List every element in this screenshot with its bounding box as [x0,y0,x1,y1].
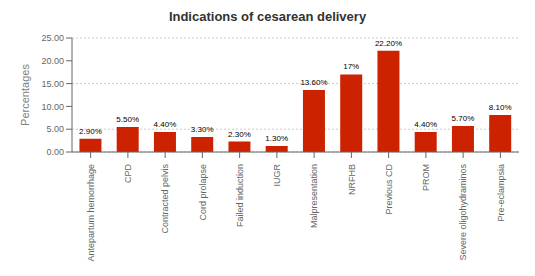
svg-text:Failed induction: Failed induction [235,164,245,227]
svg-text:4.40%: 4.40% [154,120,177,129]
svg-text:Severe oligohydraminos: Severe oligohydraminos [458,164,468,261]
svg-text:22.20%: 22.20% [375,39,402,48]
svg-text:Pre-eclampsia: Pre-eclampsia [496,164,506,222]
html-text:Indications of cesarean delive: Indications of cesarean delivery [168,9,367,24]
svg-text:1.30%: 1.30% [265,134,288,143]
svg-text:15.00: 15.00 [41,79,64,89]
svg-text:2.90%: 2.90% [79,127,102,136]
svg-text:Malpresentation: Malpresentation [309,164,319,228]
svg-text:17%: 17% [343,62,359,71]
svg-text:Antepartum hemorrhage: Antepartum hemorrhage [86,164,96,262]
svg-text:13.60%: 13.60% [300,78,327,87]
svg-text:Percentages: Percentages [19,64,31,126]
svg-text:Previous CD: Previous CD [384,164,394,215]
svg-text:25.00: 25.00 [41,33,64,43]
svg-text:8.10%: 8.10% [489,103,512,112]
svg-text:10.00: 10.00 [41,102,64,112]
svg-text:4.40%: 4.40% [414,120,437,129]
svg-text:3.30%: 3.30% [191,125,214,134]
svg-text:20.00: 20.00 [41,56,64,66]
svg-text:Cord prolapse: Cord prolapse [198,164,208,221]
svg-text:0.00: 0.00 [46,147,64,157]
svg-text:Contracted pelvis: Contracted pelvis [160,164,170,234]
svg-text:IUGR: IUGR [272,163,282,186]
svg-text:2.30%: 2.30% [228,130,251,139]
svg-text:NRFHB: NRFHB [347,164,357,195]
svg-text:5.50%: 5.50% [116,115,139,124]
svg-text:PROM: PROM [421,164,431,191]
svg-text:CPD: CPD [123,164,133,184]
svg-text:5.70%: 5.70% [452,114,475,123]
svg-text:5.00: 5.00 [46,124,64,134]
